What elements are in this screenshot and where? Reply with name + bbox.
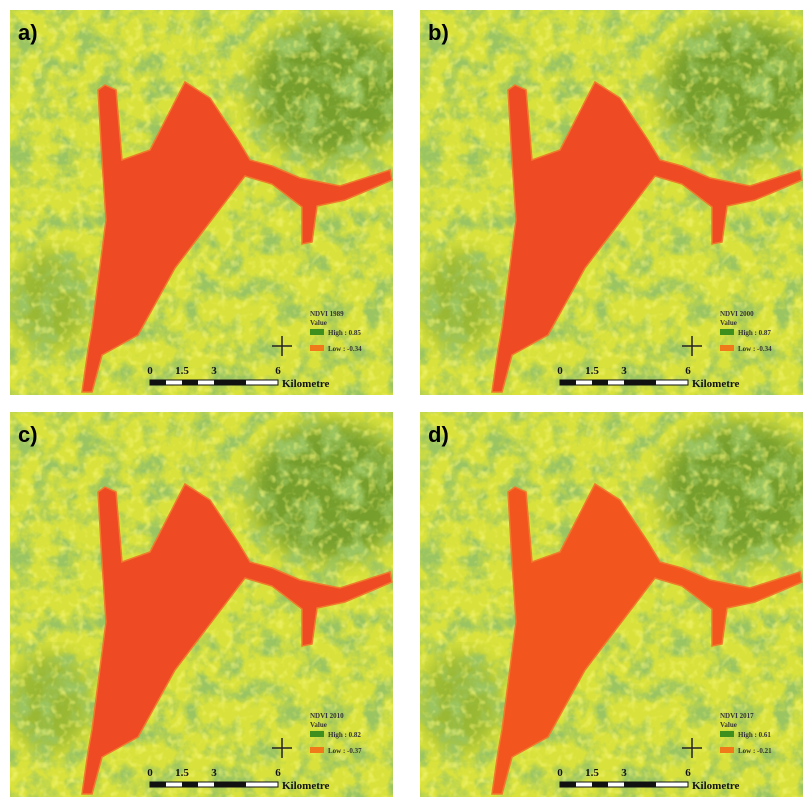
scale-unit: Kilometre [692, 378, 740, 390]
scale-bar-segment [592, 782, 608, 787]
scale-bar-segment [150, 380, 166, 385]
scale-bar-segment [182, 380, 198, 385]
scale-tick-label: 0 [147, 365, 153, 377]
scale-tick-label: 3 [211, 365, 217, 377]
legend-low-swatch [720, 345, 734, 351]
scale-tick-label: 3 [621, 767, 627, 779]
scale-tick-label: 0 [557, 767, 563, 779]
legend-low-swatch [310, 747, 324, 753]
scale-tick-label: 0 [557, 365, 563, 377]
scale-bar-segment [150, 782, 166, 787]
scale-tick-label: 6 [275, 767, 281, 779]
legend-high: High : 0.61 [738, 731, 771, 739]
legend-value: Value [310, 319, 327, 327]
legend-high-swatch [310, 329, 324, 335]
scale-tick-label: 3 [211, 767, 217, 779]
legend-title: NDVI 2010 [310, 712, 344, 720]
scale-tick-label: 0 [147, 767, 153, 779]
legend-high-swatch [310, 731, 324, 737]
panel-label: d) [428, 422, 449, 447]
scale-bar-segment [182, 782, 198, 787]
legend-high-swatch [720, 329, 734, 335]
scale-bar-segment [214, 380, 246, 385]
scale-unit: Kilometre [282, 378, 330, 390]
legend-title: NDVI 2000 [720, 310, 754, 318]
legend-low-swatch [310, 345, 324, 351]
legend-low: Low : -0.34 [738, 345, 772, 353]
legend-title: NDVI 1989 [310, 310, 344, 318]
scale-tick-label: 1.5 [585, 767, 599, 779]
panel-label: a) [18, 20, 38, 45]
scale-tick-label: 1.5 [585, 365, 599, 377]
scale-tick-label: 6 [685, 365, 691, 377]
legend-high-swatch [720, 731, 734, 737]
scale-tick-label: 1.5 [175, 365, 189, 377]
panel-label: b) [428, 20, 449, 45]
scale-bar-segment [624, 782, 656, 787]
legend-low: Low : -0.21 [738, 747, 772, 755]
legend-high: High : 0.82 [328, 731, 361, 739]
legend-low: Low : -0.37 [328, 747, 362, 755]
scale-unit: Kilometre [282, 780, 330, 792]
scale-tick-label: 6 [685, 767, 691, 779]
legend-value: Value [720, 319, 737, 327]
legend-low: Low : -0.34 [328, 345, 362, 353]
legend-high: High : 0.85 [328, 329, 361, 337]
legend-title: NDVI 2017 [720, 712, 754, 720]
scale-tick-label: 3 [621, 365, 627, 377]
panel-label: c) [18, 422, 38, 447]
scale-unit: Kilometre [692, 780, 740, 792]
scale-bar-segment [560, 380, 576, 385]
scale-tick-label: 1.5 [175, 767, 189, 779]
figure: a)NDVI 1989ValueHigh : 0.85Low : -0.3401… [0, 0, 803, 803]
legend-low-swatch [720, 747, 734, 753]
scale-bar-segment [560, 782, 576, 787]
scale-bar-segment [624, 380, 656, 385]
scale-tick-label: 6 [275, 365, 281, 377]
scale-bar-segment [214, 782, 246, 787]
legend-value: Value [310, 721, 327, 729]
legend-high: High : 0.87 [738, 329, 771, 337]
legend-value: Value [720, 721, 737, 729]
scale-bar-segment [592, 380, 608, 385]
